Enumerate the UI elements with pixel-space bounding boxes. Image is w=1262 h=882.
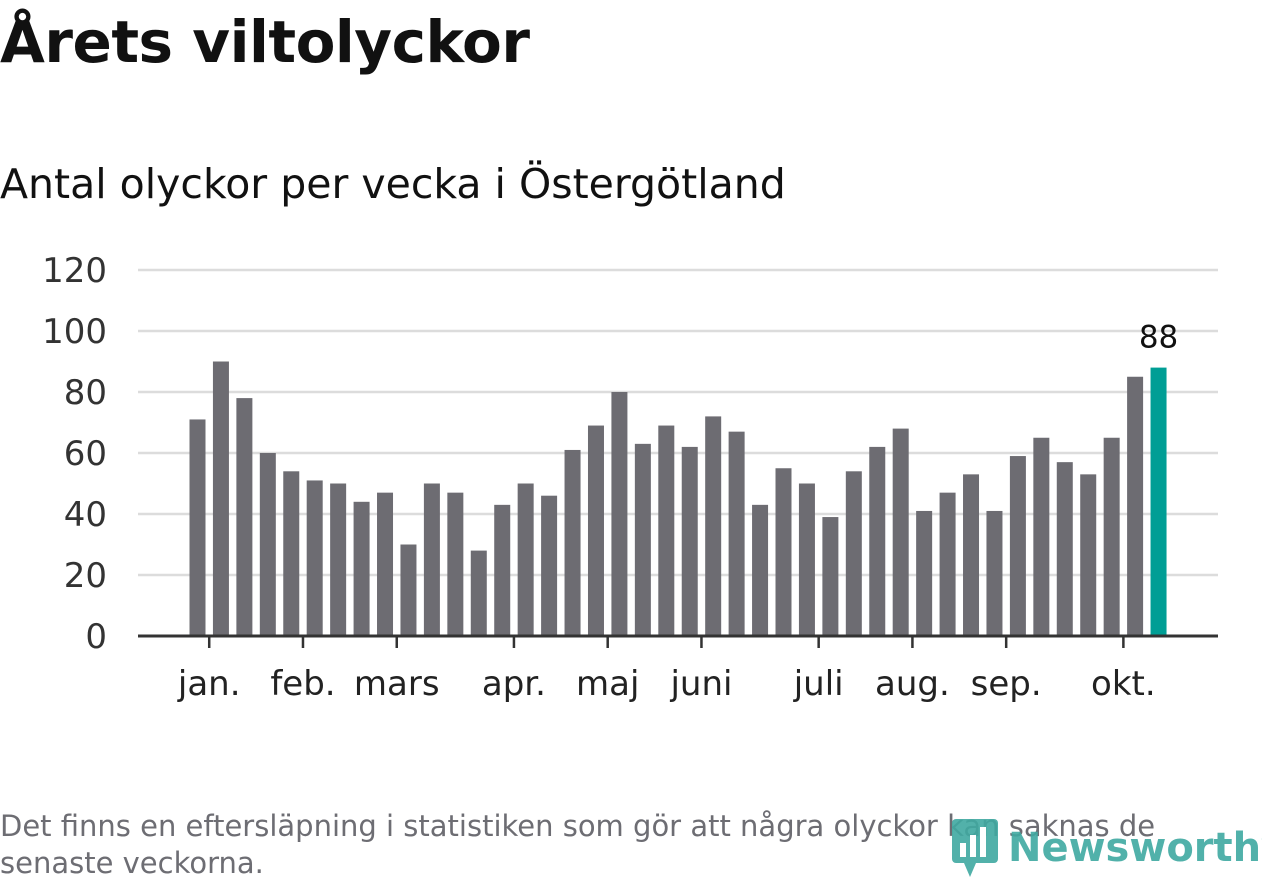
y-tick-label: 100 [42,312,107,352]
y-tick-label: 40 [64,495,107,535]
x-tick-label: feb. [270,664,335,704]
bar [845,471,862,636]
x-tick-label: aug. [875,664,950,704]
bar [564,449,581,636]
bar [1127,376,1144,636]
bar [869,446,886,636]
bar [236,398,253,636]
bar [259,453,276,636]
bar-highlight [1150,367,1167,636]
bar [986,510,1003,636]
bar [189,419,206,636]
x-tick-label: apr. [482,664,546,704]
y-tick-label: 60 [64,434,107,474]
bar [1080,474,1097,636]
bar [728,431,745,636]
bar [611,392,628,636]
bar [400,544,417,636]
bar [752,504,769,636]
x-tick-label: mars [354,664,440,704]
x-tick-label: maj [576,664,639,704]
bar [798,483,815,636]
y-axis-ticks: 0 20 40 60 80 100 120 [42,251,107,657]
x-axis-ticks: jan. feb. mars apr. maj juni juli aug. sep. okt. [177,636,1156,704]
x-tick-label: jan. [177,664,241,704]
chart-subtitle: Antal olyckor per vecka i Östergötland [0,160,786,208]
bar [892,428,909,636]
bar [1056,462,1073,636]
logo-text: Newsworthy [1008,825,1262,871]
bar [447,492,464,636]
newsworthy-logo: Newsworthy [950,815,1262,881]
y-tick-label: 0 [85,617,107,657]
bar [423,483,440,636]
bar [541,495,558,636]
bar [587,425,604,636]
bar [1009,456,1026,636]
bar [283,471,300,636]
bar [939,492,956,636]
data-label-latest: 88 [1139,320,1178,356]
bar [517,483,534,636]
bar [963,474,980,636]
x-tick-label: juli [793,664,844,704]
y-tick-label: 120 [42,251,107,291]
chart-title: Årets viltolyckor [0,8,530,76]
bar [681,446,698,636]
bar [1033,437,1050,636]
x-tick-label: okt. [1091,664,1156,704]
bar [658,425,675,636]
bar [353,501,370,636]
bar-chart-icon [952,819,998,877]
y-tick-label: 80 [64,373,107,413]
bar [377,492,394,636]
bar [705,416,722,636]
bar [212,361,229,636]
gridlines [138,268,1218,577]
bar [634,443,651,636]
bar [306,480,323,636]
bar [916,510,933,636]
bar [775,468,792,636]
x-tick-label: juni [669,664,732,704]
x-tick-label: sep. [971,664,1042,704]
bar [470,550,487,636]
bars [189,361,1167,636]
bar [822,517,839,636]
bar [330,483,347,636]
y-tick-label: 20 [64,556,107,596]
bar [1103,437,1120,636]
bar [494,504,511,636]
